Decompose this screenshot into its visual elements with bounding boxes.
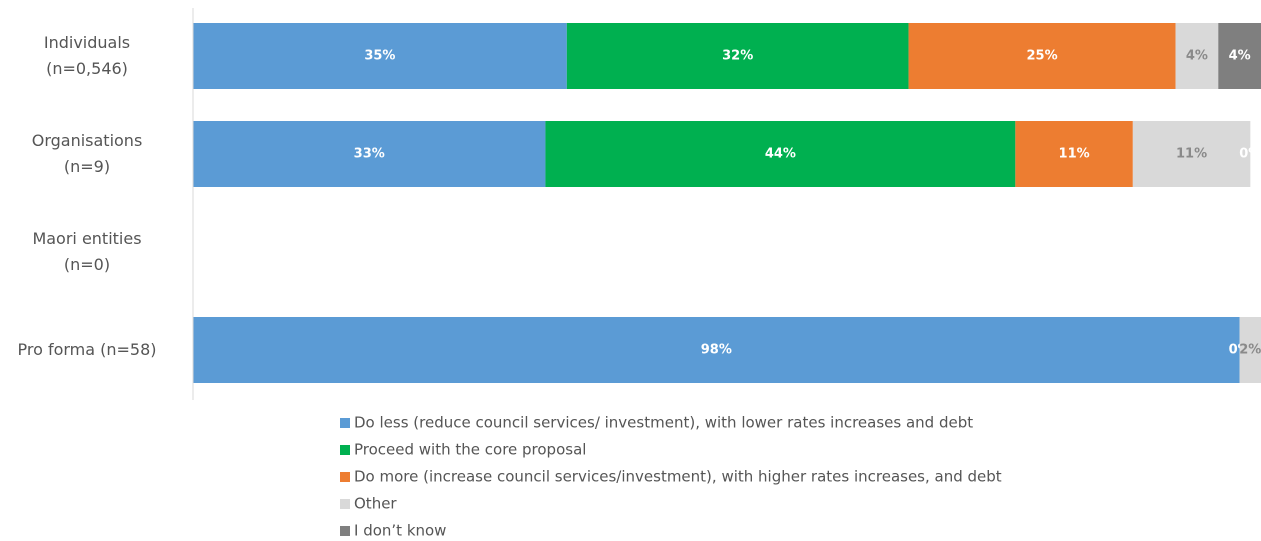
legend-label: Other (354, 495, 397, 513)
bar-segment (1132, 121, 1251, 187)
value-label: 4% (1229, 49, 1251, 64)
bar-segment (1015, 121, 1133, 187)
legend-swatch (340, 472, 350, 482)
bar-segment (193, 23, 567, 89)
value-label: 35% (364, 49, 395, 64)
value-label: 32% (722, 49, 753, 64)
value-label: 0% (1239, 147, 1261, 162)
legend-swatch (340, 499, 350, 509)
bar-segment (193, 121, 546, 187)
value-label: 25% (1026, 49, 1057, 64)
bar-segment (545, 121, 1016, 187)
legend-label: Proceed with the core proposal (354, 441, 586, 459)
bar-segment (566, 23, 909, 89)
category-label: Individuals (n=0,546) (43, 33, 131, 78)
bar-segment (193, 317, 1240, 383)
value-label: 11% (1059, 147, 1090, 162)
value-label: 33% (354, 147, 385, 162)
legend-label: I don’t know (354, 522, 446, 540)
bar-segment (1239, 317, 1261, 383)
legend-label: Do less (reduce council services/ invest… (354, 414, 973, 432)
bar-segment (1175, 23, 1219, 89)
value-label: 11% (1176, 147, 1207, 162)
category-label: Organisations (n=9) (31, 131, 143, 176)
value-label: 44% (765, 147, 796, 162)
legend-swatch (340, 526, 350, 536)
legend-swatch (340, 418, 350, 428)
legend-swatch (340, 445, 350, 455)
legend-label: Do more (increase council services/inves… (354, 468, 1002, 486)
value-label: 4% (1186, 49, 1208, 64)
bar-segment (908, 23, 1176, 89)
value-label: 2% (1239, 343, 1261, 358)
value-label: 98% (701, 343, 732, 358)
category-label: Maori entities (n=0) (32, 229, 142, 274)
bar-segment (1218, 23, 1261, 89)
category-label: Pro forma (n=58) (17, 340, 157, 359)
